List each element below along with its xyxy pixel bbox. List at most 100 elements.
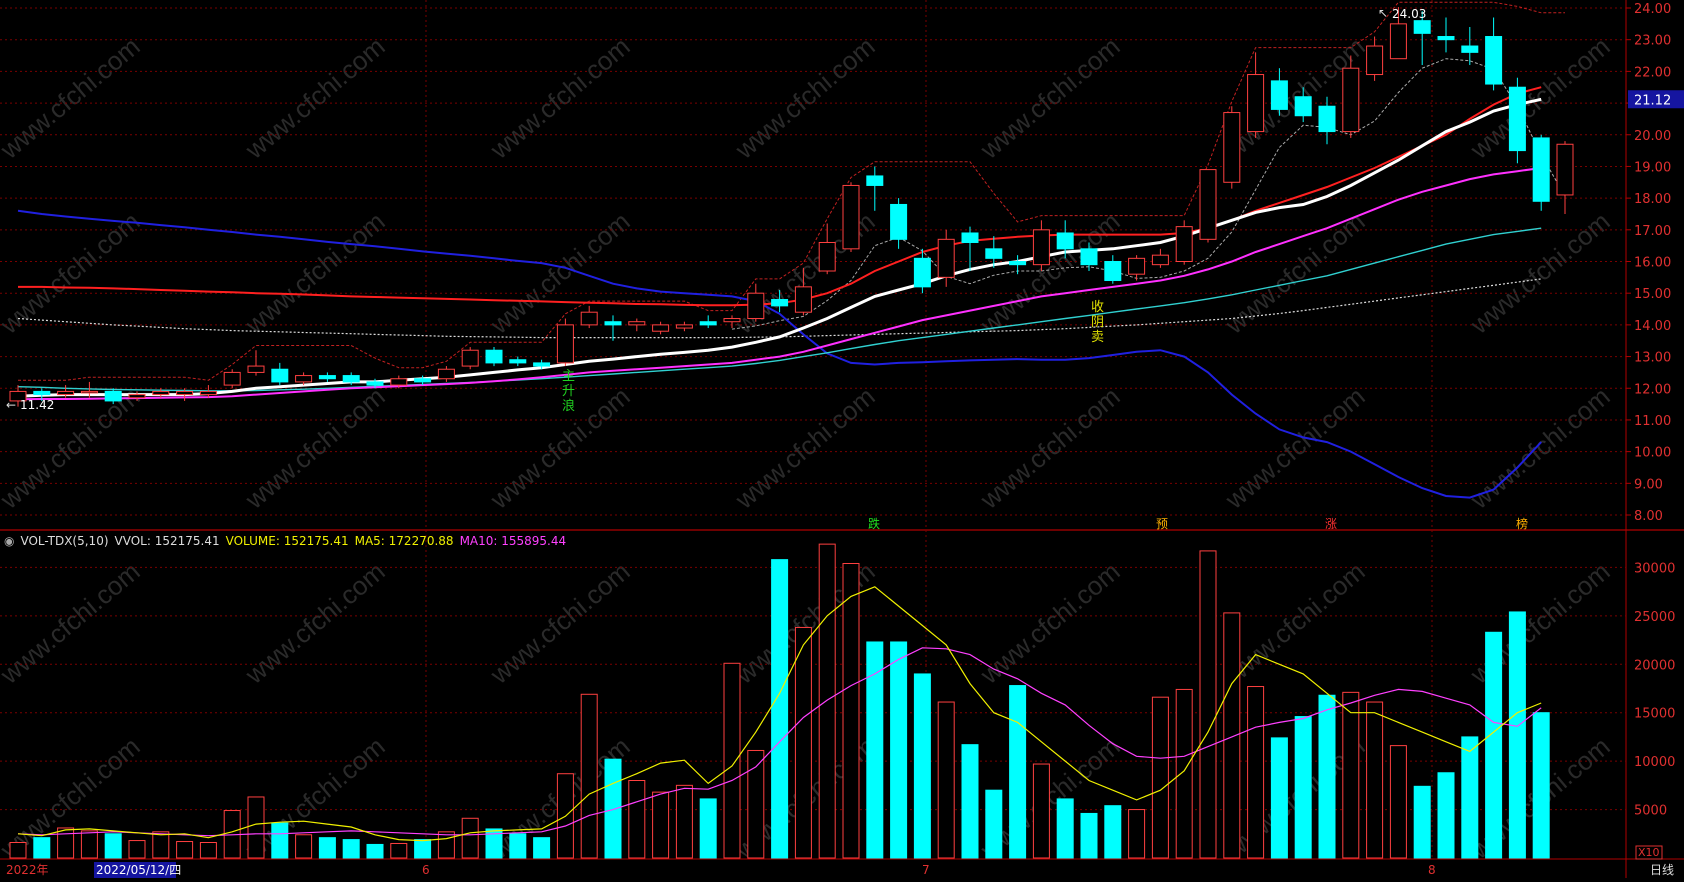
candle[interactable] — [937, 229, 955, 287]
volume-bar-down[interactable] — [509, 833, 527, 859]
volume-bar-down[interactable] — [271, 822, 289, 859]
candle[interactable] — [1461, 27, 1479, 66]
volume-bar-down[interactable] — [1461, 736, 1479, 859]
candle[interactable] — [961, 226, 979, 272]
candle[interactable] — [1080, 242, 1098, 272]
volume-bar-up[interactable] — [9, 842, 27, 859]
volume-bar-down[interactable] — [533, 837, 551, 859]
candle[interactable] — [1508, 77, 1526, 164]
volume-bar-up[interactable] — [1199, 550, 1217, 859]
indicator-name[interactable]: VOL-TDX(5,10) — [20, 534, 109, 548]
candle[interactable] — [1009, 255, 1027, 275]
volume-bar-down[interactable] — [104, 833, 122, 859]
volume-bar-down[interactable] — [699, 798, 717, 859]
candle[interactable] — [818, 223, 836, 275]
candle[interactable] — [675, 321, 693, 332]
candle[interactable] — [1056, 220, 1074, 259]
candle[interactable] — [1032, 220, 1050, 272]
candle[interactable] — [1485, 17, 1503, 91]
candle[interactable] — [1366, 36, 1384, 81]
volume-bar-up[interactable] — [57, 827, 75, 859]
candle[interactable] — [57, 385, 75, 398]
volume-bars[interactable] — [9, 543, 1550, 859]
volume-bar-down[interactable] — [1294, 716, 1312, 859]
volume-bar-up[interactable] — [1175, 688, 1193, 859]
candle[interactable] — [985, 236, 1003, 268]
volume-bar-up[interactable] — [152, 831, 170, 859]
candle[interactable] — [866, 166, 884, 211]
candle[interactable] — [652, 321, 670, 335]
volume-bar-up[interactable] — [1223, 612, 1241, 859]
volume-bar-up[interactable] — [247, 796, 265, 859]
candle[interactable] — [1437, 17, 1455, 53]
volume-bar-down[interactable] — [913, 673, 931, 859]
candle[interactable] — [509, 356, 527, 367]
candle[interactable] — [9, 385, 27, 407]
candle[interactable] — [295, 372, 313, 386]
volume-bar-up[interactable] — [390, 842, 408, 859]
candle[interactable] — [485, 347, 503, 367]
volume-bar-up[interactable] — [295, 834, 313, 859]
volume-bar-down[interactable] — [1104, 805, 1122, 859]
volume-bar-down[interactable] — [1009, 685, 1027, 859]
candle[interactable] — [628, 318, 646, 332]
volume-bar-down[interactable] — [1080, 812, 1098, 859]
volume-bar-down[interactable] — [1485, 631, 1503, 859]
candle[interactable] — [842, 182, 860, 252]
volume-bar-up[interactable] — [842, 563, 860, 859]
candle[interactable] — [152, 388, 170, 398]
volume-bar-up[interactable] — [937, 701, 955, 859]
volume-bar-down[interactable] — [485, 828, 503, 859]
candle[interactable] — [199, 385, 217, 398]
volume-bar-up[interactable] — [176, 841, 194, 859]
candle[interactable] — [1151, 248, 1169, 268]
candle[interactable] — [80, 381, 98, 398]
candle[interactable] — [1175, 220, 1193, 265]
volume-bar-down[interactable] — [414, 839, 432, 859]
volume-bar-up[interactable] — [1151, 696, 1169, 859]
volume-bar-up[interactable] — [818, 543, 836, 859]
candlestick-series[interactable] — [9, 7, 1574, 407]
candle[interactable] — [366, 378, 384, 389]
candle[interactable] — [794, 267, 812, 316]
volume-bar-down[interactable] — [1318, 694, 1336, 859]
candle[interactable] — [1104, 255, 1122, 284]
candle[interactable] — [1389, 7, 1407, 60]
volume-bar-down[interactable] — [985, 789, 1003, 859]
volume-bar-up[interactable] — [461, 817, 479, 859]
candle[interactable] — [318, 372, 336, 382]
candle[interactable] — [176, 388, 194, 401]
candle[interactable] — [533, 359, 551, 370]
candle[interactable] — [1413, 11, 1431, 66]
volume-bar-down[interactable] — [1056, 798, 1074, 859]
volume-bar-up[interactable] — [723, 662, 741, 859]
candle[interactable] — [437, 366, 455, 382]
candle[interactable] — [604, 315, 622, 341]
volume-bar-down[interactable] — [1437, 772, 1455, 859]
candle[interactable] — [390, 375, 408, 389]
volume-bar-up[interactable] — [1128, 809, 1146, 859]
candle[interactable] — [699, 315, 717, 329]
candle[interactable] — [1270, 68, 1288, 116]
volume-bar-up[interactable] — [794, 626, 812, 859]
volume-bar-down[interactable] — [1532, 712, 1550, 859]
volume-bar-up[interactable] — [1032, 763, 1050, 859]
candle[interactable] — [461, 347, 479, 370]
volume-bar-up[interactable] — [1247, 686, 1265, 859]
volume-bar-up[interactable] — [199, 842, 217, 859]
candle[interactable] — [1318, 96, 1336, 145]
candle[interactable] — [723, 315, 741, 329]
volume-bar-down[interactable] — [33, 837, 51, 859]
candle[interactable] — [1294, 87, 1312, 123]
candle[interactable] — [556, 318, 574, 367]
candle[interactable] — [128, 391, 146, 401]
candle[interactable] — [271, 362, 289, 386]
volume-bar-up[interactable] — [437, 831, 455, 859]
candle[interactable] — [1342, 55, 1360, 138]
candle[interactable] — [1247, 52, 1265, 138]
volume-bar-up[interactable] — [628, 780, 646, 859]
volume-bar-up[interactable] — [1366, 701, 1384, 859]
volume-bar-down[interactable] — [1508, 611, 1526, 859]
